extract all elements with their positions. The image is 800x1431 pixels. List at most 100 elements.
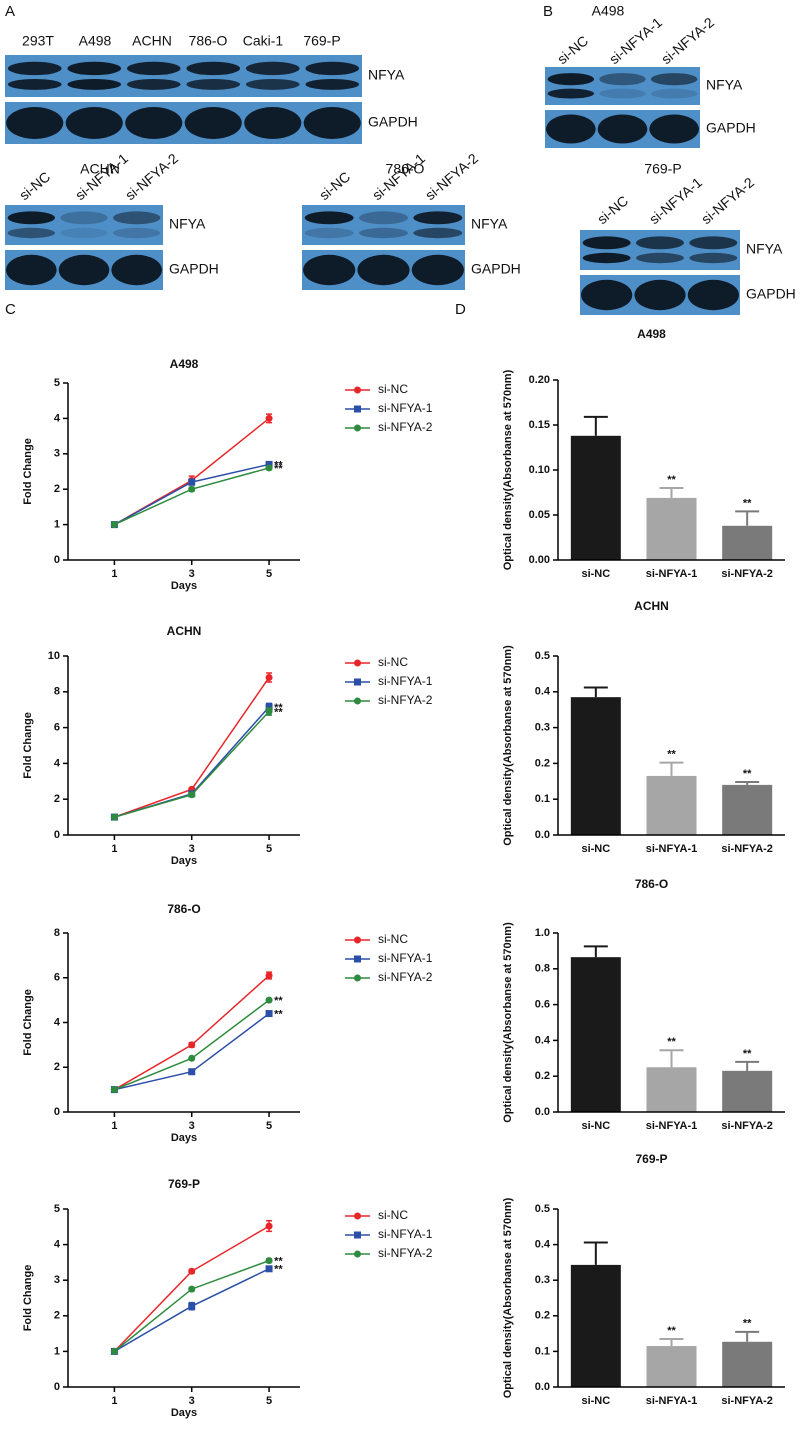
y-tick-label: 0.4 <box>535 1034 551 1046</box>
band <box>547 73 595 86</box>
chart-title: ACHN <box>634 599 669 613</box>
panel-label: D <box>455 301 466 318</box>
legend-marker <box>354 955 361 963</box>
band <box>411 254 464 286</box>
band <box>6 254 57 286</box>
bar <box>646 497 697 560</box>
chart-title: A498 <box>170 357 199 371</box>
band <box>112 227 161 239</box>
row-label: GAPDH <box>169 261 219 277</box>
point <box>265 996 273 1004</box>
blot-title: ACHN <box>80 161 120 177</box>
x-tick-label: 1 <box>111 1120 117 1132</box>
bar <box>570 697 621 835</box>
error-bar <box>735 1330 760 1342</box>
band <box>687 279 739 311</box>
y-tick-label: 4 <box>54 1239 61 1251</box>
chart-title: 769-P <box>168 1177 200 1191</box>
band <box>599 73 646 86</box>
point <box>188 791 196 799</box>
band <box>413 227 463 239</box>
legend-label: si-NC <box>378 655 408 669</box>
x-tick-label: 5 <box>266 843 272 855</box>
bar <box>570 957 621 1112</box>
series-line <box>114 417 270 526</box>
blot-strip <box>580 230 740 270</box>
band <box>184 107 242 139</box>
significance-label: ** <box>274 995 283 1007</box>
point <box>110 1086 118 1094</box>
y-tick-label: 2 <box>54 1061 60 1073</box>
legend-label: si-NC <box>378 1208 408 1222</box>
lane-label: ACHN <box>132 33 172 49</box>
error-bar <box>735 510 760 526</box>
lane-label: si-NFYA-1 <box>606 14 665 67</box>
x-tick-label: 3 <box>189 843 195 855</box>
row-label: NFYA <box>706 77 743 93</box>
row-label: NFYA <box>169 216 206 232</box>
x-tick-label: si-NC <box>581 843 610 855</box>
y-tick-label: 0.0 <box>535 1106 550 1118</box>
legend-label: si-NFYA-2 <box>378 420 433 434</box>
legend-marker <box>354 697 361 705</box>
y-tick-label: 0.0 <box>535 1381 550 1393</box>
row-label: NFYA <box>746 241 783 257</box>
lane-label: si-NC <box>316 168 353 203</box>
point <box>110 1347 118 1355</box>
band <box>7 211 56 225</box>
band <box>186 61 241 76</box>
legend-label: si-NFYA-1 <box>378 674 433 688</box>
y-axis-label: Optical density(Absorbanse at 570nm) <box>502 922 514 1123</box>
band <box>650 88 698 99</box>
x-tick-label: si-NFYA-1 <box>646 1120 698 1132</box>
blot-title: A498 <box>592 3 625 19</box>
point <box>188 1054 196 1062</box>
x-tick-label: si-NC <box>581 568 610 580</box>
legend-label: si-NC <box>378 382 408 396</box>
y-tick-label: 5 <box>54 377 60 389</box>
y-tick-label: 1 <box>54 519 60 531</box>
series-line <box>114 463 270 526</box>
x-axis-label: Days <box>171 1132 197 1144</box>
chart-title: 786-O <box>635 877 668 891</box>
error-bar <box>659 761 684 776</box>
band <box>111 254 162 286</box>
y-tick-label: 1 <box>54 1345 60 1357</box>
row-label: NFYA <box>471 216 508 232</box>
point <box>265 707 273 715</box>
lane-label: 293T <box>22 33 54 49</box>
chart-title: A498 <box>637 327 666 341</box>
blot-title: 786-O <box>386 161 425 177</box>
error-bar <box>659 1337 684 1347</box>
x-tick-label: 1 <box>111 843 117 855</box>
y-tick-label: 0.05 <box>529 509 550 521</box>
band <box>359 211 408 225</box>
band <box>359 227 408 239</box>
band <box>689 236 738 250</box>
x-tick-label: si-NC <box>581 1395 610 1407</box>
y-axis-label: Fold Change <box>22 712 34 779</box>
point <box>265 1257 273 1265</box>
panel-label: C <box>5 301 16 318</box>
y-tick-label: 0.10 <box>529 464 550 476</box>
band <box>649 114 699 144</box>
y-tick-label: 0.4 <box>535 686 551 698</box>
point <box>265 464 273 472</box>
legend-marker <box>354 659 361 667</box>
series-line <box>114 706 270 818</box>
bar <box>646 1346 697 1387</box>
y-tick-label: 0.20 <box>529 374 550 386</box>
band <box>7 227 56 239</box>
y-tick-label: 5 <box>54 1203 60 1215</box>
blot-strip <box>545 67 700 105</box>
error-bar <box>735 781 760 785</box>
bar <box>646 1067 697 1112</box>
chart-title: ACHN <box>167 624 202 638</box>
significance-label: ** <box>743 497 752 509</box>
significance-label: ** <box>274 1008 283 1020</box>
legend-marker <box>354 678 361 686</box>
y-tick-label: 8 <box>54 686 60 698</box>
blot-strip <box>302 205 465 245</box>
y-axis-label: Optical density(Absorbanse at 570nm) <box>502 1197 514 1398</box>
band <box>7 78 62 90</box>
